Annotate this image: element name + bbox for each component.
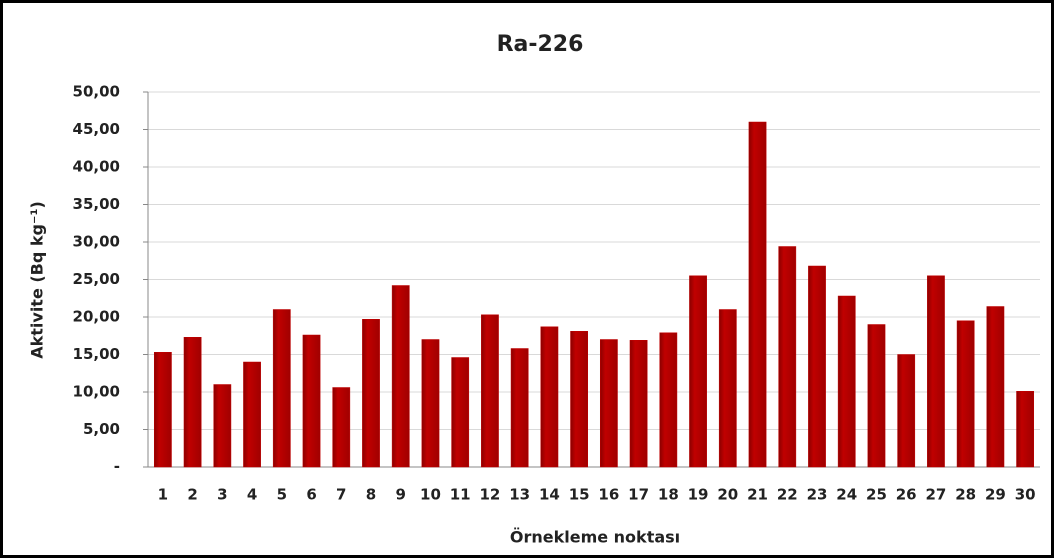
y-tick-label: 30,00	[73, 233, 120, 251]
x-tick-label: 6	[306, 486, 316, 504]
bar	[956, 320, 975, 468]
bar	[986, 306, 1005, 468]
x-tick-label: 3	[217, 486, 227, 504]
x-tick-label: 20	[717, 486, 738, 504]
y-tick-label: 50,00	[73, 83, 120, 101]
x-tick-label: 17	[628, 486, 649, 504]
y-axis-label: Aktivite (Bq kg⁻¹)	[28, 201, 47, 359]
bar	[153, 352, 172, 468]
x-tick-label: 12	[479, 486, 500, 504]
y-tick-label: 40,00	[73, 158, 120, 176]
bar	[837, 295, 856, 468]
bar	[272, 309, 291, 468]
x-tick-label: 19	[688, 486, 709, 504]
x-tick-label: 7	[336, 486, 346, 504]
y-tick-label: 45,00	[73, 120, 120, 138]
x-tick-label: 22	[777, 486, 798, 504]
x-tick-label: 14	[539, 486, 560, 504]
x-tick-label: 25	[866, 486, 887, 504]
y-tick-label: 5,00	[83, 420, 120, 438]
x-tick-label: 16	[598, 486, 619, 504]
y-tick-label: 25,00	[73, 270, 120, 288]
y-tick-label: 35,00	[73, 195, 120, 213]
bar	[748, 121, 767, 468]
x-tick-label: 24	[836, 486, 857, 504]
y-tick-label: 20,00	[73, 308, 120, 326]
x-tick-label: 15	[569, 486, 590, 504]
bar	[897, 354, 916, 468]
x-tick-label: 10	[420, 486, 441, 504]
bar	[183, 337, 202, 468]
bar	[243, 361, 261, 468]
bar	[570, 331, 589, 468]
bar	[659, 332, 678, 468]
x-tick-label: 5	[277, 486, 287, 504]
y-tick-label: -	[114, 458, 120, 476]
bar	[927, 275, 945, 468]
x-tick-label: 2	[187, 486, 197, 504]
bar	[1016, 391, 1035, 468]
bar	[808, 265, 826, 468]
bar	[481, 314, 499, 468]
bar	[391, 285, 410, 468]
chart-title: Ra-226	[497, 32, 584, 57]
bar	[510, 348, 529, 468]
bar	[421, 339, 440, 468]
bar	[540, 326, 559, 468]
bar	[718, 309, 737, 468]
x-tick-label: 23	[807, 486, 828, 504]
bar	[213, 384, 232, 468]
x-tick-label: 21	[747, 486, 768, 504]
bar	[689, 275, 707, 468]
x-tick-label: 27	[925, 486, 946, 504]
x-tick-label: 29	[985, 486, 1006, 504]
x-tick-label: 8	[366, 486, 376, 504]
bar	[599, 339, 618, 468]
bar	[332, 387, 351, 468]
x-tick-label: 13	[509, 486, 530, 504]
y-tick-label: 10,00	[73, 383, 120, 401]
y-tick-label: 15,00	[73, 345, 120, 363]
x-tick-label: 18	[658, 486, 679, 504]
x-tick-label: 1	[158, 486, 168, 504]
x-tick-label: 26	[896, 486, 917, 504]
bar	[362, 319, 380, 468]
bar	[867, 324, 886, 468]
x-axis-label: Örnekleme noktası	[510, 528, 680, 547]
x-tick-label: 11	[450, 486, 471, 504]
x-tick-label: 9	[396, 486, 406, 504]
x-tick-label: 28	[955, 486, 976, 504]
bar	[302, 334, 321, 468]
bar	[451, 357, 470, 468]
bar	[629, 340, 648, 468]
bar	[778, 246, 797, 468]
x-tick-label: 4	[247, 486, 257, 504]
x-tick-label: 30	[1015, 486, 1036, 504]
